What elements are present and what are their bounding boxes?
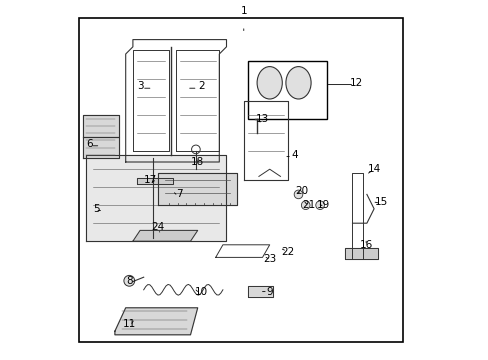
Text: 20: 20: [295, 186, 308, 196]
Text: 21: 21: [302, 200, 315, 210]
Text: 10: 10: [194, 287, 207, 297]
Text: 5: 5: [93, 204, 100, 214]
Circle shape: [294, 190, 302, 199]
Text: 15: 15: [374, 197, 387, 207]
Text: 9: 9: [266, 287, 272, 297]
Text: 18: 18: [191, 157, 204, 167]
Polygon shape: [115, 308, 197, 335]
Text: 1: 1: [241, 6, 247, 16]
Circle shape: [301, 201, 309, 210]
Text: 24: 24: [151, 222, 164, 232]
Text: 7: 7: [176, 189, 183, 199]
Polygon shape: [345, 248, 377, 259]
Text: 19: 19: [316, 200, 330, 210]
Text: 22: 22: [281, 247, 294, 257]
Text: 13: 13: [255, 114, 268, 124]
Polygon shape: [82, 115, 118, 137]
Text: 16: 16: [360, 240, 373, 250]
Ellipse shape: [285, 67, 310, 99]
Text: 6: 6: [86, 139, 93, 149]
Polygon shape: [158, 173, 237, 205]
Text: 17: 17: [144, 175, 157, 185]
Ellipse shape: [257, 67, 282, 99]
Text: 14: 14: [366, 164, 380, 174]
Text: 12: 12: [349, 78, 362, 88]
Polygon shape: [86, 155, 226, 241]
Polygon shape: [136, 178, 172, 184]
Text: 2: 2: [198, 81, 204, 91]
Text: 3: 3: [137, 81, 143, 91]
Polygon shape: [247, 286, 273, 297]
Bar: [247, 61, 326, 119]
Polygon shape: [82, 137, 118, 158]
Polygon shape: [133, 230, 197, 241]
Text: 11: 11: [122, 319, 136, 329]
Text: 8: 8: [126, 276, 132, 286]
Text: 23: 23: [263, 254, 276, 264]
Circle shape: [315, 201, 324, 210]
Text: 4: 4: [291, 150, 298, 160]
Circle shape: [123, 275, 134, 286]
